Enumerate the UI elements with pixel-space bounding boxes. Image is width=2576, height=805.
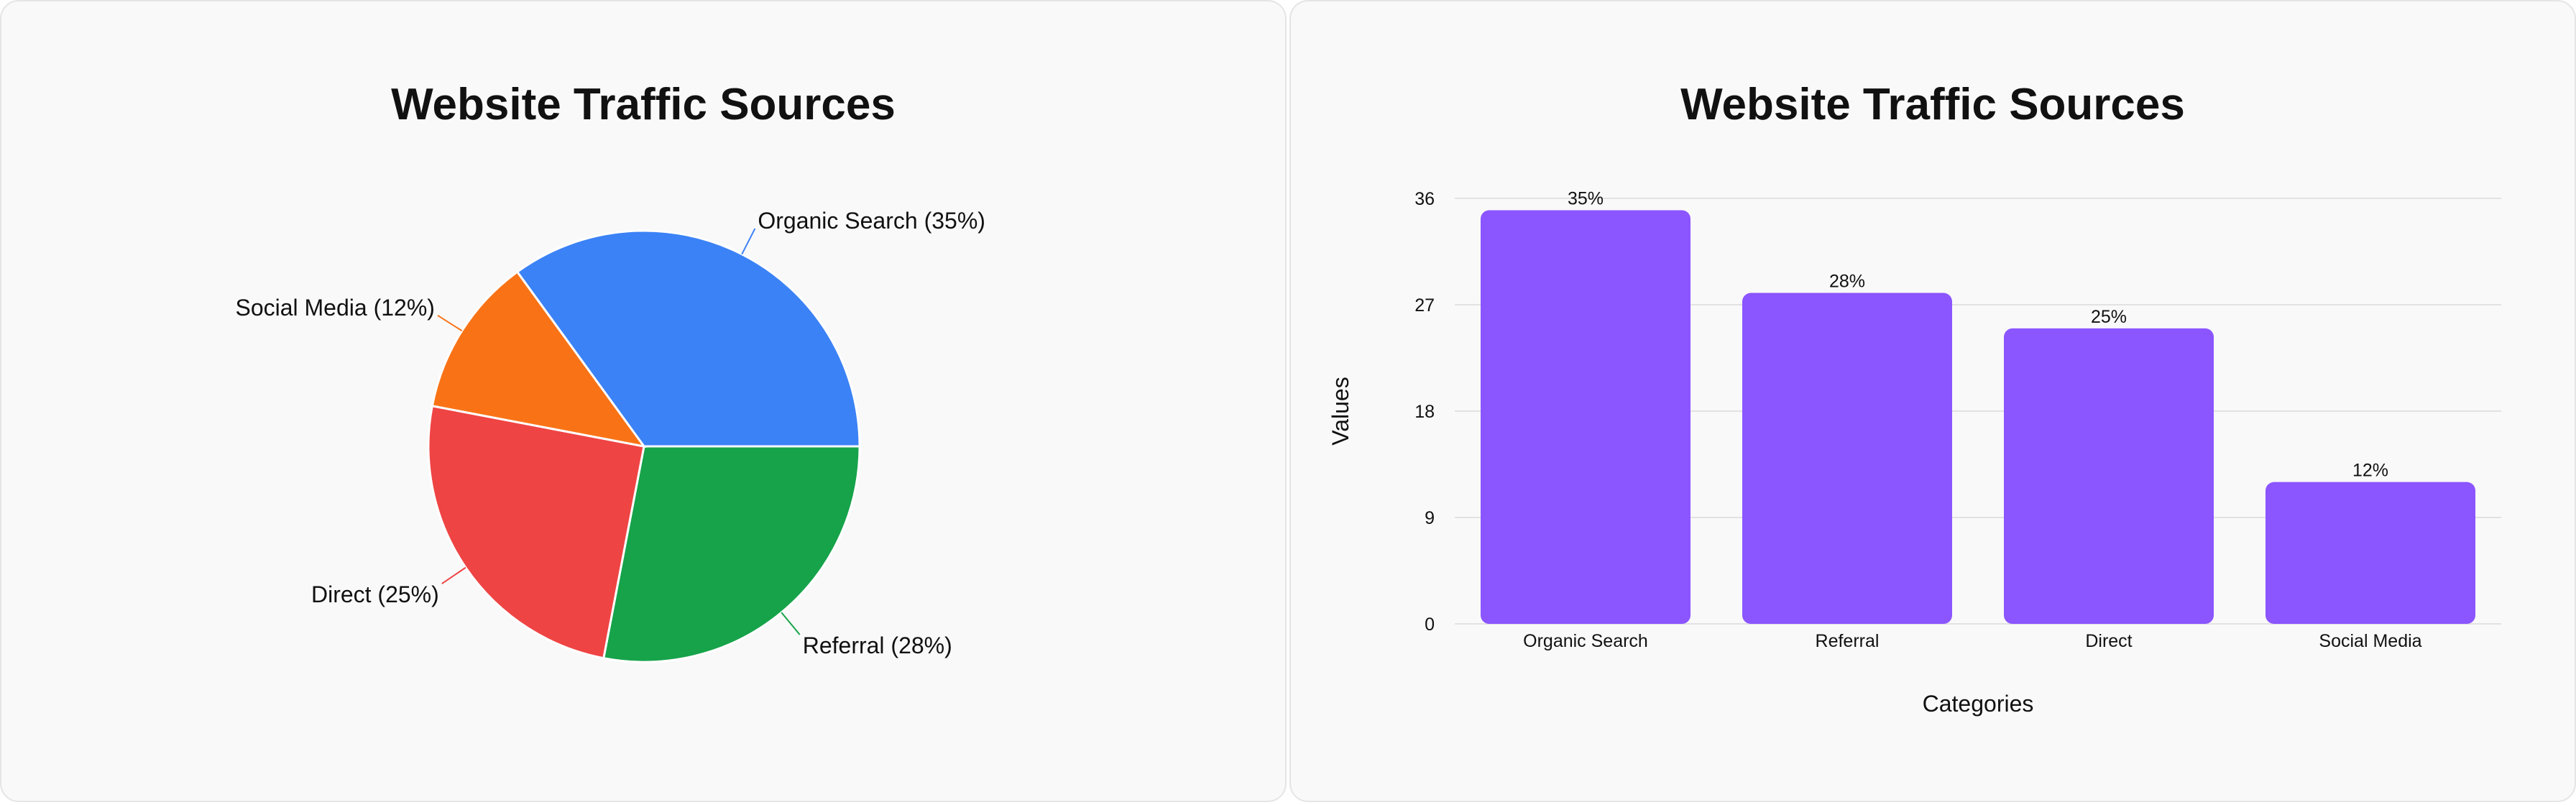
- pie-leader-line-referral: [781, 612, 801, 635]
- bar-chart-title: Website Traffic Sources: [1680, 80, 2185, 129]
- pie-chart-title: Website Traffic Sources: [391, 80, 896, 129]
- x-tick-label-referral: Referral: [1816, 631, 1880, 651]
- x-axis-label: Categories: [1923, 691, 2034, 717]
- bar-chart: 0 9 18 27 36 35% Organic Search 28% Referral 25% D…: [1328, 188, 2501, 717]
- bar-organic-search: [1481, 210, 1690, 624]
- y-axis-label: Values: [1328, 377, 1353, 445]
- pie-chart-panel: Website Traffic Sources Organic Search (…: [0, 0, 1287, 802]
- pie-leader-line-organic-search: [741, 228, 756, 255]
- y-tick-label: 36: [1414, 189, 1435, 209]
- y-tick-label: 27: [1414, 295, 1435, 316]
- y-tick-label: 0: [1425, 615, 1435, 635]
- pie-slice-direct: [427, 405, 645, 660]
- pie-label-referral: Referral (28%): [803, 632, 952, 658]
- bar-referral: [1742, 293, 1952, 624]
- pie-label-organic-search: Organic Search (35%): [758, 208, 985, 234]
- y-tick-label: 9: [1425, 508, 1435, 528]
- pie-slice-social-media: [431, 270, 647, 448]
- pie-label-social-media: Social Media (12%): [235, 295, 434, 321]
- pie-chart: Organic Search (35%) Referral (28%) Direct…: [235, 208, 985, 663]
- bar-direct: [2004, 328, 2214, 624]
- bar-social-media: [2266, 482, 2475, 624]
- pie-leader-line-direct: [441, 566, 466, 584]
- x-tick-label-social-media: Social Media: [2319, 631, 2421, 651]
- pie-label-direct: Direct (25%): [311, 581, 439, 607]
- pie-slice-referral: [602, 445, 861, 663]
- x-tick-label-direct: Direct: [2085, 631, 2132, 651]
- pie-leader-line-social-media: [437, 314, 463, 332]
- bar-data-label-social-media: 12%: [2352, 461, 2388, 481]
- bar-data-label-organic-search: 35%: [1568, 188, 1604, 208]
- bar-data-label-direct: 25%: [2091, 307, 2127, 327]
- x-tick-label-organic-search: Organic Search: [1523, 631, 1648, 651]
- bar-data-label-referral: 28%: [1829, 272, 1865, 292]
- bar-chart-panel: Website Traffic Sources 0 9 18 27 36 35% Organ…: [1289, 0, 2576, 802]
- y-tick-label: 18: [1414, 402, 1435, 422]
